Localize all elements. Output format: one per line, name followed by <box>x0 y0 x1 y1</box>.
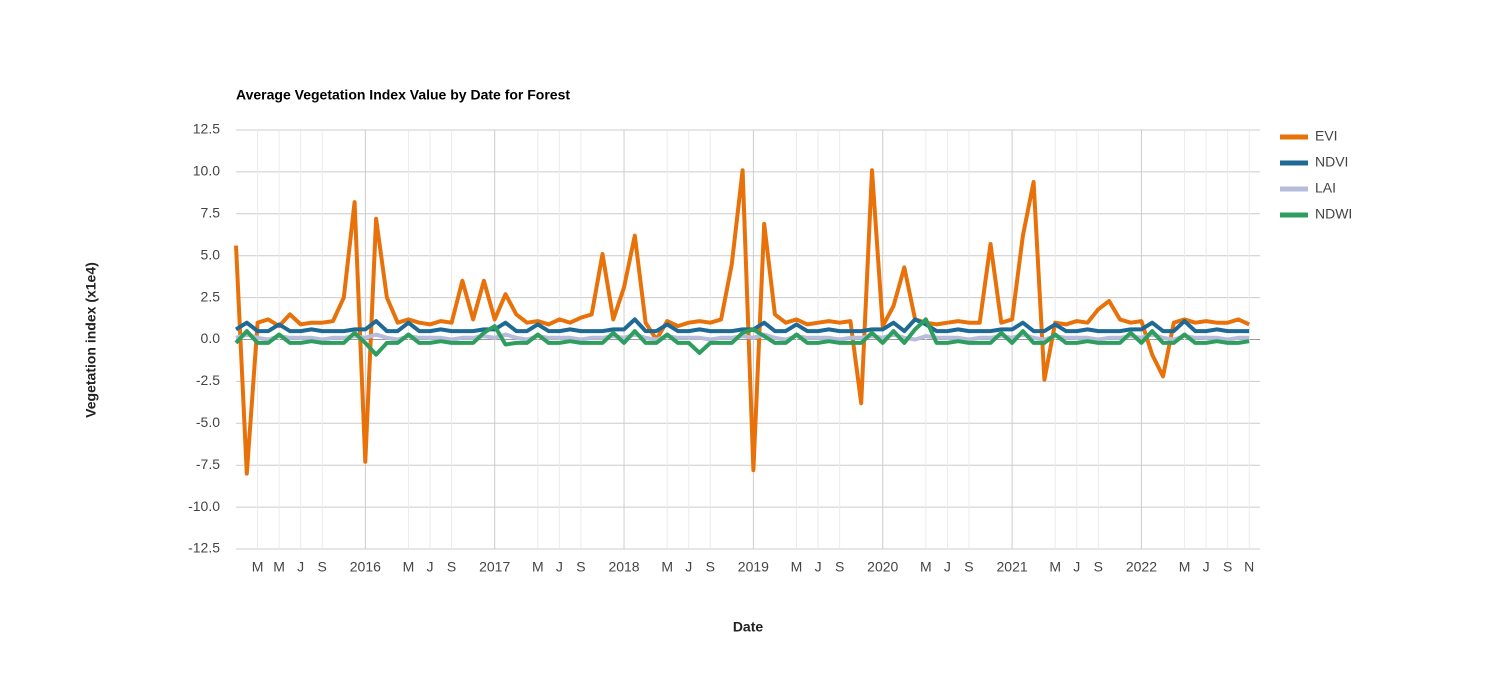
y-tick-label: 7.5 <box>201 205 221 221</box>
x-tick-label: 2020 <box>867 559 898 575</box>
x-tick-label: S <box>706 559 715 575</box>
x-tick-label: J <box>685 559 692 575</box>
legend-label: EVI <box>1315 128 1338 144</box>
y-tick-label: 10.0 <box>193 163 220 179</box>
x-tick-label: S <box>835 559 844 575</box>
x-tick-label: S <box>964 559 973 575</box>
x-tick-label: S <box>318 559 327 575</box>
x-tick-label: S <box>1223 559 1232 575</box>
x-tick-label: 2022 <box>1126 559 1157 575</box>
y-tick-label: 2.5 <box>201 288 221 304</box>
chart-title: Average Vegetation Index Value by Date f… <box>236 87 570 103</box>
x-tick-label: J <box>944 559 951 575</box>
x-tick-label: J <box>297 559 304 575</box>
x-tick-label: M <box>661 559 673 575</box>
x-tick-label: S <box>447 559 456 575</box>
y-tick-label: -10.0 <box>188 498 220 514</box>
x-tick-label: J <box>556 559 563 575</box>
y-tick-label: 12.5 <box>193 121 220 137</box>
x-tick-label: S <box>1094 559 1103 575</box>
x-tick-label: M <box>273 559 285 575</box>
x-tick-label: J <box>1073 559 1080 575</box>
series-line <box>234 317 1250 357</box>
legend-label: LAI <box>1315 180 1336 196</box>
x-tick-label: 2021 <box>997 559 1028 575</box>
x-tick-label: J <box>1203 559 1210 575</box>
legend-label: NDWI <box>1315 206 1352 222</box>
x-tick-label: M <box>252 559 264 575</box>
x-tick-label: M <box>403 559 415 575</box>
x-tick-label: 2018 <box>608 559 639 575</box>
y-tick-label: -7.5 <box>196 456 220 472</box>
x-tick-label: 2017 <box>479 559 510 575</box>
x-tick-label: 2019 <box>738 559 769 575</box>
y-tick-label: 5.0 <box>201 246 221 262</box>
x-tick-label: 2016 <box>350 559 381 575</box>
x-tick-label: M <box>920 559 932 575</box>
series-line <box>234 168 1251 476</box>
y-tick-label: 0.0 <box>201 330 221 346</box>
legend-label: NDVI <box>1315 154 1348 170</box>
y-axis-title: Vegetation index (x1e4) <box>83 262 99 418</box>
y-tick-label: -2.5 <box>196 372 220 388</box>
y-tick-label: -5.0 <box>196 414 220 430</box>
x-tick-label: J <box>815 559 822 575</box>
series-line <box>234 317 1250 334</box>
x-tick-label: M <box>791 559 803 575</box>
x-axis-title: Date <box>733 619 764 635</box>
x-tick-label: J <box>427 559 434 575</box>
x-tick-label: N <box>1244 559 1254 575</box>
y-tick-label: -12.5 <box>188 540 220 556</box>
x-tick-label: M <box>1049 559 1061 575</box>
x-tick-label: M <box>1179 559 1191 575</box>
x-tick-label: S <box>576 559 585 575</box>
x-tick-label: M <box>532 559 544 575</box>
